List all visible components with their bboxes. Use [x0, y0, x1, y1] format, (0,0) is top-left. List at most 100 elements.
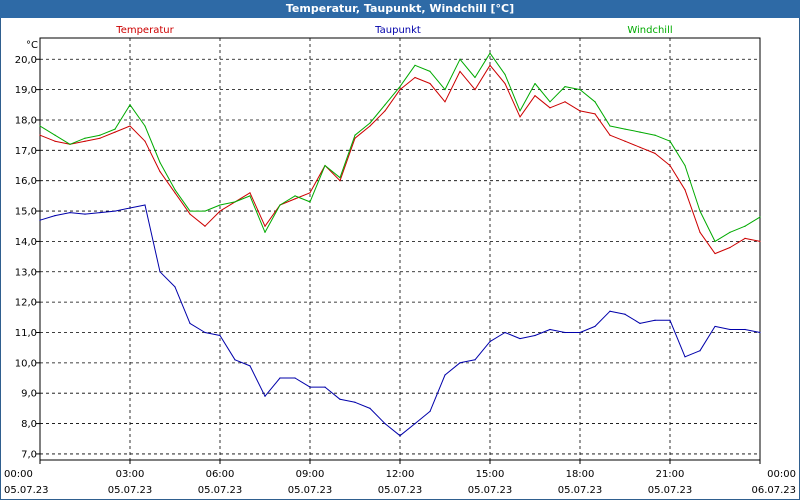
series-temperatur — [39, 64, 761, 255]
data-point — [519, 110, 521, 112]
data-point — [429, 70, 431, 72]
data-point — [249, 195, 251, 197]
data-point — [159, 271, 161, 273]
y-tick-label: 13,0 — [15, 267, 37, 278]
data-point — [489, 52, 491, 54]
data-point — [414, 76, 416, 79]
x-tick-time: 03:00 — [116, 469, 145, 480]
data-point — [474, 89, 476, 91]
x-tick-time: 00:00 — [767, 469, 796, 480]
data-point — [594, 101, 596, 103]
data-point — [384, 104, 386, 106]
data-point — [39, 219, 41, 221]
data-point — [384, 110, 386, 112]
x-tick-date: 05.07.23 — [4, 485, 49, 496]
data-point — [534, 334, 536, 337]
data-point — [264, 395, 266, 397]
data-point — [354, 137, 356, 139]
data-point — [99, 134, 101, 136]
data-point — [534, 82, 536, 85]
x-tick-time: 15:00 — [476, 469, 505, 480]
data-point — [759, 240, 761, 243]
series-windchill — [39, 52, 761, 243]
y-tick-label: 7,0 — [21, 449, 37, 460]
x-tick-date: 05.07.23 — [378, 485, 423, 496]
x-tick-time: 21:00 — [656, 469, 685, 480]
data-point — [189, 322, 191, 324]
data-point — [129, 207, 131, 209]
data-point — [669, 140, 671, 142]
y-tick-label: 10,0 — [15, 358, 37, 369]
data-point — [714, 252, 716, 255]
data-point — [294, 195, 296, 197]
data-point — [384, 422, 386, 425]
data-point — [84, 140, 86, 142]
data-point — [474, 359, 476, 361]
data-point — [234, 201, 236, 203]
data-point — [714, 325, 716, 328]
data-point — [204, 210, 206, 212]
data-point — [219, 204, 221, 206]
y-tick-label: 17,0 — [15, 146, 37, 157]
x-tick-date: 05.07.23 — [288, 485, 333, 496]
data-point — [594, 113, 596, 115]
data-point — [534, 95, 536, 97]
data-point — [684, 189, 686, 191]
data-point — [204, 225, 206, 227]
data-point — [339, 180, 341, 182]
data-point — [504, 331, 506, 334]
y-tick-label: 9,0 — [21, 389, 37, 400]
data-point — [744, 237, 746, 239]
data-point — [699, 350, 701, 352]
data-point — [279, 377, 281, 379]
x-tick-date: 05.07.23 — [198, 485, 243, 496]
x-tick-date: 06.07.23 — [751, 485, 796, 496]
data-point — [144, 125, 146, 127]
data-point — [579, 331, 581, 334]
data-point — [624, 313, 626, 315]
data-point — [69, 143, 71, 145]
data-point — [354, 401, 356, 403]
data-point — [264, 225, 266, 227]
data-point — [624, 140, 626, 142]
data-point — [369, 407, 371, 409]
data-point — [279, 204, 281, 206]
data-point — [144, 204, 146, 206]
data-point — [579, 89, 581, 91]
data-point — [249, 192, 251, 194]
data-point — [309, 386, 311, 388]
data-point — [114, 131, 116, 133]
data-point — [579, 110, 581, 112]
data-point — [414, 64, 416, 66]
x-tick-date: 05.07.23 — [468, 485, 513, 496]
x-tick-date: 05.07.23 — [558, 485, 603, 496]
data-point — [264, 231, 266, 233]
data-point — [654, 319, 656, 321]
data-point — [369, 122, 371, 124]
data-point — [549, 328, 551, 331]
data-point — [519, 337, 521, 340]
data-point — [744, 328, 746, 331]
data-point — [459, 58, 461, 60]
data-point — [84, 213, 86, 215]
x-tick-time: 09:00 — [296, 469, 325, 480]
x-tick-time: 12:00 — [386, 469, 415, 480]
data-point — [129, 104, 131, 106]
data-point — [429, 82, 431, 85]
x-axis: 00:00 05.07.23 03:00 05.07.23 06:00 05.07.23 0… — [4, 460, 796, 496]
data-point — [309, 201, 311, 203]
data-point — [639, 131, 641, 133]
data-point — [729, 328, 731, 331]
data-point — [609, 125, 611, 127]
y-tick-label: 15,0 — [15, 207, 37, 218]
data-point — [159, 161, 161, 164]
data-point — [324, 386, 326, 388]
data-point — [504, 73, 506, 76]
data-point — [684, 164, 686, 167]
legend-entry-taupunkt: Taupunkt — [374, 25, 421, 36]
data-point — [459, 70, 461, 72]
x-tick-time: 06:00 — [206, 469, 235, 480]
data-point — [639, 322, 641, 324]
data-point — [609, 310, 611, 312]
